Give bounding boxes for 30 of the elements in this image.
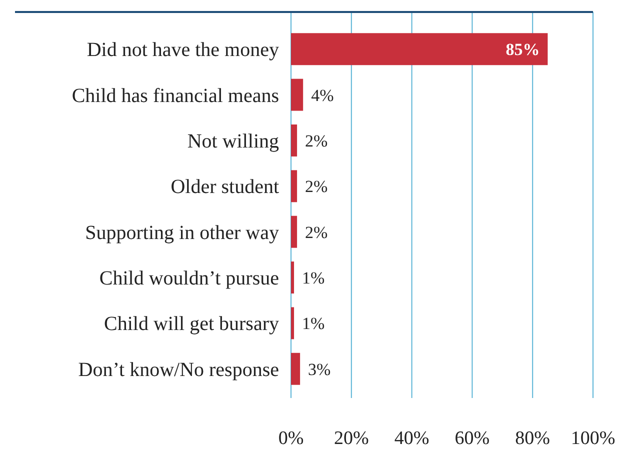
- bar: [291, 352, 300, 385]
- y-tick-label: Older student: [170, 176, 280, 198]
- data-label: 4%: [311, 86, 334, 105]
- x-tick-label: 100%: [570, 428, 616, 449]
- x-tick-label: 80%: [515, 428, 550, 449]
- x-tick-label: 0%: [278, 428, 304, 449]
- x-tick-label: 40%: [394, 428, 430, 449]
- x-tick-label: 60%: [454, 428, 490, 449]
- bar: [291, 216, 298, 248]
- data-label: 85%: [506, 40, 540, 60]
- y-tick-label: Supporting in other way: [85, 222, 279, 244]
- bar: [291, 307, 294, 340]
- bar: [291, 78, 304, 111]
- bar: [291, 170, 298, 202]
- x-tick-label: 20%: [334, 428, 369, 449]
- y-tick-label: Don’t know/No response: [78, 358, 280, 381]
- data-label: 2%: [305, 131, 328, 150]
- bar: [291, 124, 298, 156]
- bar: [291, 33, 548, 66]
- data-label: 1%: [302, 268, 325, 288]
- y-tick-label: Did not have the money: [86, 39, 279, 62]
- y-tick-label: Child wouldn’t pursue: [99, 268, 280, 290]
- y-tick-label: Not willing: [187, 130, 279, 152]
- data-label: 1%: [302, 314, 325, 334]
- y-tick-label: Child has financial means: [72, 84, 280, 107]
- data-label: 2%: [305, 222, 328, 242]
- bar: [291, 262, 294, 294]
- data-label: 2%: [305, 177, 328, 196]
- data-label: 3%: [308, 360, 331, 379]
- y-tick-label: Child will get bursary: [104, 313, 279, 336]
